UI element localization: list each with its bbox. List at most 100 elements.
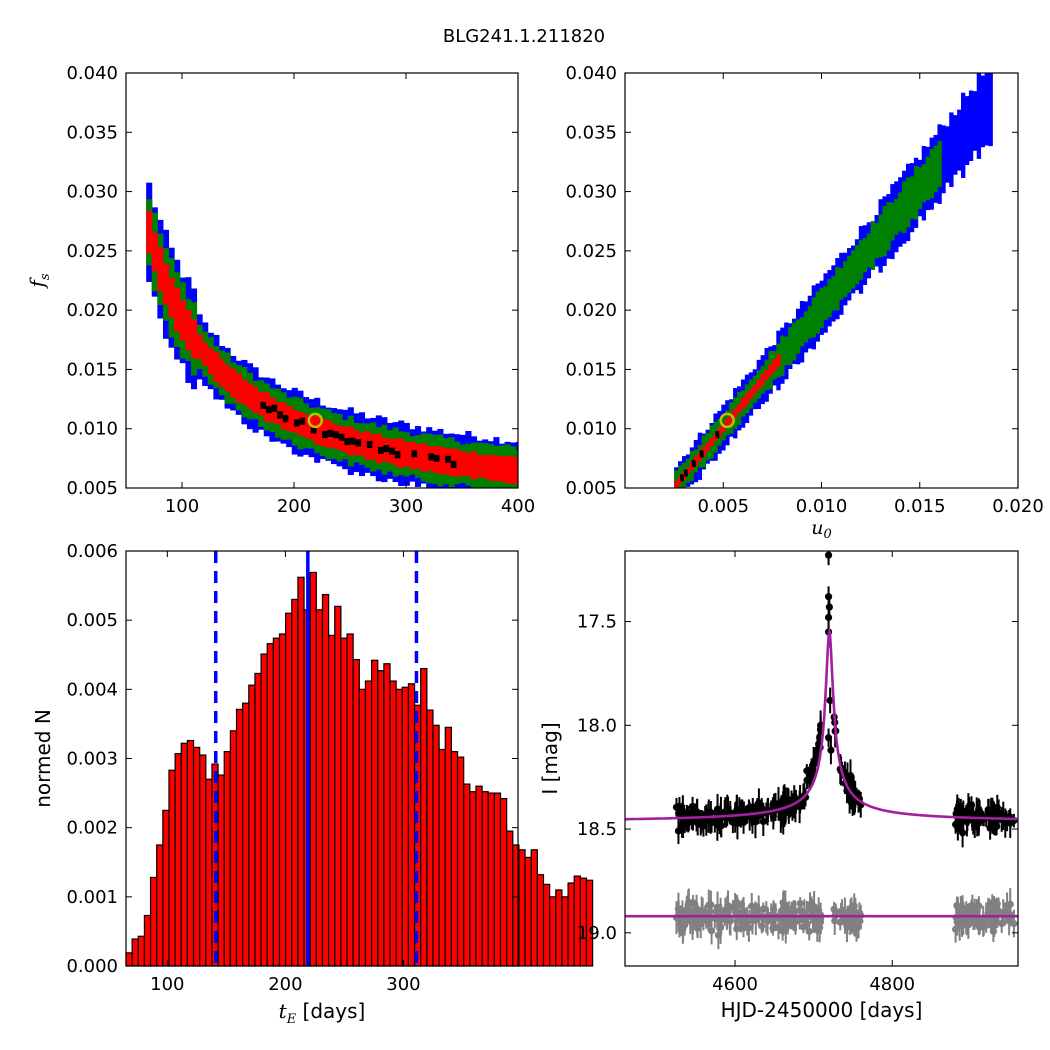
histogram-bar	[463, 783, 471, 967]
cell-sigma1	[756, 379, 761, 390]
cell-sigma2	[847, 255, 852, 293]
y-tick-label: 0.020	[565, 300, 617, 321]
histogram-bar	[450, 750, 459, 967]
cell-sigma2	[913, 166, 919, 220]
residual-point	[733, 925, 741, 933]
histogram-bar	[530, 849, 538, 967]
cell-sigma2	[803, 311, 809, 343]
cell-sigma2	[921, 164, 927, 203]
cell-sigma2	[925, 156, 930, 201]
panel-lightcurve: 4600 4800 17.5 18.0 18.5 19.0 I [mag] HJD-24500…	[538, 550, 1019, 1022]
data-point	[759, 817, 767, 826]
y-tick-label: 0.035	[565, 122, 617, 143]
cell-best	[699, 450, 704, 458]
cell-sigma1	[157, 247, 164, 292]
y-tick-label: 0.030	[66, 182, 118, 203]
y-tick-label: 0.001	[66, 887, 118, 908]
residual-point	[980, 922, 988, 930]
cell-sigma1	[218, 359, 226, 387]
histogram-bar	[278, 633, 287, 967]
data-point	[739, 818, 748, 827]
cell-sigma1	[701, 446, 706, 457]
histogram-bar	[585, 879, 594, 967]
histogram-bar	[315, 609, 324, 967]
histogram-bar	[407, 683, 416, 967]
cell-sigma2	[878, 214, 883, 258]
cell-sigma1	[748, 389, 754, 399]
y-tick-label: 17.5	[577, 612, 617, 633]
y-tick-label: 0.020	[66, 300, 118, 321]
cell-sigma1	[174, 287, 181, 332]
histogram-bar	[506, 830, 514, 967]
histogram-bar	[297, 576, 305, 967]
data-point	[962, 808, 970, 816]
x-tick-label: 200	[277, 496, 311, 517]
cell-best	[715, 431, 720, 439]
histogram-bar	[254, 672, 262, 967]
x-tick-label: 0.005	[697, 496, 749, 517]
cell-best	[294, 419, 300, 427]
cell-sigma2	[792, 322, 797, 361]
histogram-bar	[352, 658, 360, 967]
plot-frame	[624, 550, 1019, 967]
cell-sigma1	[454, 449, 461, 477]
cell-sigma1	[179, 300, 186, 341]
histogram-bar	[149, 876, 158, 967]
cell-sigma1	[515, 457, 518, 485]
histogram-bar	[555, 889, 563, 967]
cell-sigma1	[207, 347, 214, 375]
residual-point	[733, 899, 741, 907]
cell-sigma2	[784, 336, 789, 366]
cell-sigma1	[196, 334, 203, 360]
histogram-bar	[162, 809, 170, 967]
cell-sigma1	[504, 455, 511, 484]
cell-sigma1	[476, 454, 483, 478]
residual-point	[843, 923, 851, 931]
cell-sigma1	[146, 210, 153, 254]
histogram-bar	[242, 702, 250, 967]
residual-point	[854, 923, 863, 931]
residual-point	[989, 927, 997, 935]
cell-best	[338, 433, 345, 441]
cell-sigma2	[788, 327, 793, 366]
cell-sigma1	[705, 442, 710, 451]
residual-point	[785, 906, 793, 915]
cell-sigma3	[984, 73, 989, 146]
cell-sigma1	[370, 434, 377, 460]
cell-sigma1	[213, 352, 220, 383]
residual-point	[791, 917, 800, 925]
x-tick-label: 400	[501, 496, 535, 517]
y-axis-label-subscript: s	[38, 273, 53, 280]
histogram-bar	[125, 952, 133, 967]
residual-point	[745, 924, 753, 932]
y-tick-label: 0.004	[66, 679, 118, 700]
histogram-bar	[340, 637, 348, 967]
residual-point	[706, 908, 715, 916]
y-tick-label: 0.002	[66, 818, 118, 839]
histogram-bar	[199, 754, 207, 967]
cell-sigma1	[498, 456, 506, 482]
histogram-bar	[493, 792, 502, 967]
cell-best	[428, 453, 434, 461]
histogram-bar	[370, 659, 379, 967]
cell-sigma2	[795, 319, 801, 354]
residual-point	[758, 922, 766, 930]
x-tick-label: 300	[389, 496, 423, 517]
residual-point	[769, 924, 777, 932]
y-tick-label: 0.006	[66, 541, 118, 562]
cell-sigma1	[302, 414, 310, 438]
cell-sigma1	[760, 374, 765, 386]
histogram-bar	[156, 844, 164, 967]
data-point	[706, 817, 715, 825]
residual-point	[716, 921, 724, 929]
data-point	[810, 757, 818, 766]
histogram-bar	[573, 875, 581, 967]
cell-best	[333, 431, 339, 439]
residual-point	[677, 909, 685, 917]
cell-sigma3	[957, 109, 962, 171]
cell-best	[366, 440, 373, 448]
x-tick-label: 0.010	[796, 496, 848, 517]
residual-point	[726, 917, 734, 925]
cell-sigma2	[929, 149, 934, 199]
cell-sigma2	[862, 238, 868, 273]
